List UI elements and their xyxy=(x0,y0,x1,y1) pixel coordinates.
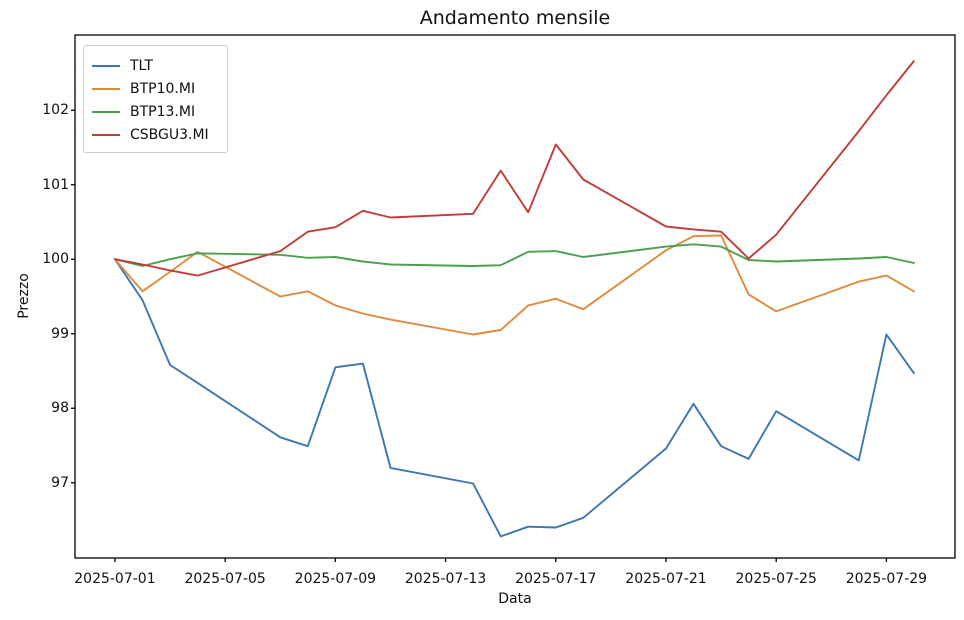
legend-swatch-TLT xyxy=(92,64,120,67)
plot-frame xyxy=(74,34,956,559)
legend-item: BTP10.MI xyxy=(92,77,217,100)
legend-label: BTP13.MI xyxy=(130,103,196,120)
legend-item: TLT xyxy=(92,54,217,77)
x-tick-label: 2025-07-17 xyxy=(515,571,597,587)
series-line-BTP13.MI xyxy=(113,243,915,267)
x-tick-label: 2025-07-01 xyxy=(74,571,156,587)
x-tick-label: 2025-07-13 xyxy=(404,571,487,587)
legend-label: CSBGU3.MI xyxy=(130,126,209,143)
legend-swatch-BTP13.MI xyxy=(92,110,120,113)
legend: TLT BTP10.MI BTP13.MI CSBGU3.MI xyxy=(83,45,228,153)
series-line-CSBGU3.MI xyxy=(113,60,915,277)
legend-label: TLT xyxy=(130,57,153,74)
x-axis-label: Data xyxy=(498,591,532,607)
x-tick-label: 2025-07-05 xyxy=(184,571,266,587)
legend-item: BTP13.MI xyxy=(92,100,217,123)
legend-item: CSBGU3.MI xyxy=(92,123,217,146)
legend-label: BTP10.MI xyxy=(130,80,196,97)
legend-swatch-CSBGU3.MI xyxy=(92,133,120,136)
y-tick-label: 99 xyxy=(51,325,69,342)
chart-title: Andamento mensile xyxy=(419,7,611,29)
x-tick-label: 2025-07-09 xyxy=(294,571,377,587)
x-tick-label: 2025-07-29 xyxy=(845,571,928,587)
y-tick-label: 100 xyxy=(42,251,69,268)
series-line-TLT xyxy=(113,258,915,538)
y-tick-label: 102 xyxy=(42,102,69,119)
axis-ticks xyxy=(71,109,888,562)
x-tick-label: 2025-07-21 xyxy=(625,571,707,587)
y-tick-label: 101 xyxy=(42,176,69,193)
series-lines xyxy=(113,60,915,538)
x-tick-label: 2025-07-25 xyxy=(735,571,817,587)
y-tick-label: 97 xyxy=(51,474,69,491)
legend-swatch-BTP10.MI xyxy=(92,87,120,90)
y-tick-label: 98 xyxy=(51,400,69,417)
series-line-BTP10.MI xyxy=(113,234,915,336)
